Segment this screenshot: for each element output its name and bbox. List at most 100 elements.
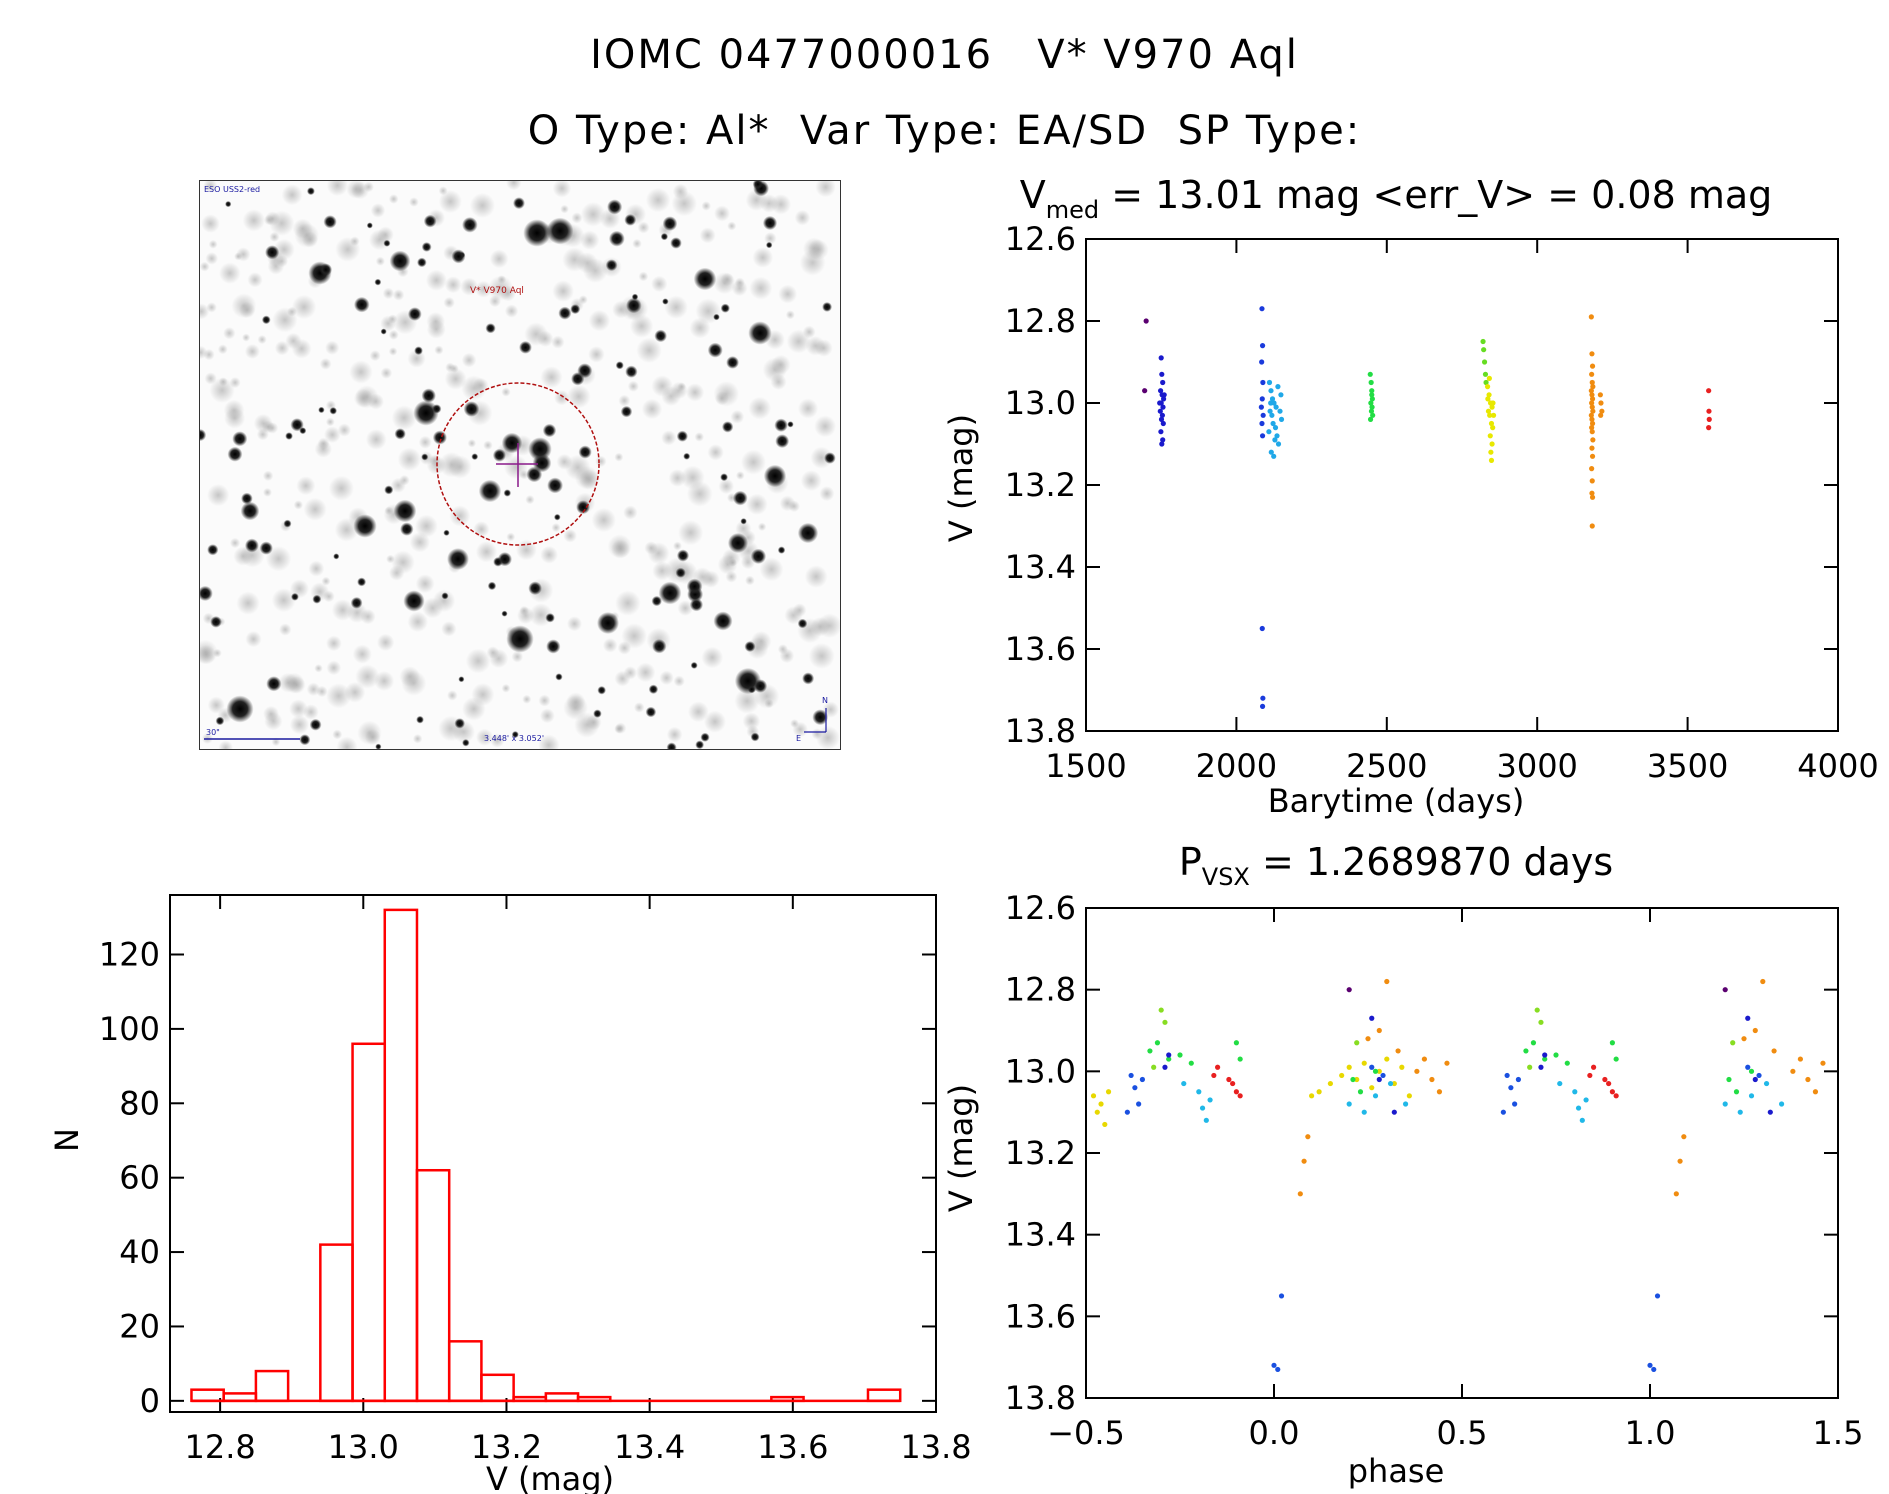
sky-noise-blob bbox=[323, 426, 341, 444]
sky-noise-blob bbox=[556, 453, 573, 470]
sky-stars bbox=[200, 181, 836, 749]
data-point-phase-blue bbox=[1504, 1072, 1510, 1079]
sky-star-faint bbox=[662, 216, 678, 231]
histogram-ytick-label: 100 bbox=[99, 1010, 160, 1048]
data-point-phase-cyan bbox=[1575, 1105, 1582, 1111]
sky-noise-blob bbox=[490, 733, 505, 748]
sky-noise-blob bbox=[810, 616, 830, 637]
data-point-phase-lime bbox=[1162, 1019, 1168, 1025]
sky-noise-blob bbox=[602, 638, 618, 653]
histogram-bar bbox=[415, 1168, 451, 1403]
data-point-season-5 bbox=[1589, 429, 1595, 435]
sky-star-faint bbox=[266, 676, 282, 692]
sky-noise-blob bbox=[207, 483, 230, 507]
sky-star-faint bbox=[787, 421, 794, 428]
data-point-phase-yellow bbox=[1316, 1089, 1322, 1095]
sky-noise-blob bbox=[497, 275, 507, 285]
data-point-phase-lime bbox=[1354, 1040, 1360, 1046]
sky-noise-blob bbox=[614, 670, 631, 687]
data-point-season-4b bbox=[1489, 441, 1495, 447]
data-point-phase-cyan bbox=[1737, 1109, 1743, 1115]
data-point-phase-orange bbox=[1805, 1076, 1811, 1083]
sky-noise-blob bbox=[661, 430, 677, 446]
phased-xtick-label: −0.5 bbox=[1047, 1414, 1125, 1452]
sky-star-faint bbox=[765, 241, 773, 249]
sky-noise-blob bbox=[678, 520, 704, 546]
data-point-phase-blue bbox=[1654, 1293, 1661, 1299]
sky-star-faint bbox=[350, 596, 363, 609]
sky-noise-blob bbox=[253, 413, 273, 433]
lightcurve-ytick-label: 13.6 bbox=[1005, 630, 1076, 668]
data-point-season-1 bbox=[1159, 412, 1166, 418]
phased-points bbox=[1090, 978, 1826, 1373]
data-point-season-2a bbox=[1259, 625, 1265, 632]
sky-noise-blob bbox=[432, 589, 456, 613]
data-point-phase-red bbox=[1211, 1072, 1217, 1079]
sky-noise-blob bbox=[434, 345, 444, 355]
sky-noise-blob bbox=[617, 641, 632, 655]
data-point-season-2b bbox=[1268, 400, 1274, 406]
data-point-season-6 bbox=[1706, 388, 1712, 394]
data-point-phase-green bbox=[1166, 1056, 1172, 1062]
sky-star bbox=[478, 479, 502, 503]
sky-noise-blob bbox=[637, 221, 650, 234]
data-point-season-5 bbox=[1589, 363, 1596, 369]
data-point-phase-yellow bbox=[1354, 1076, 1360, 1083]
sky-star-faint bbox=[232, 431, 248, 447]
sky-noise-blob bbox=[538, 734, 560, 749]
data-point-season-5 bbox=[1589, 445, 1595, 451]
sky-star-faint bbox=[511, 731, 519, 739]
sky-noise-blob bbox=[461, 352, 477, 368]
sky-star-faint bbox=[329, 407, 337, 415]
sky-noise-blob bbox=[511, 650, 524, 663]
sky-star-faint bbox=[375, 743, 382, 749]
data-point-season-1a bbox=[1143, 318, 1149, 324]
data-point-phase-orange bbox=[1812, 1089, 1819, 1095]
data-point-season-1 bbox=[1158, 429, 1164, 435]
data-point-season-2a bbox=[1259, 359, 1265, 365]
data-point-season-5 bbox=[1590, 437, 1596, 443]
data-point-phase-orange bbox=[1384, 978, 1390, 985]
sky-star bbox=[797, 522, 819, 544]
sky-noise-blob bbox=[285, 332, 302, 350]
sky-noise-blob bbox=[326, 635, 342, 652]
sky-star-faint bbox=[513, 197, 525, 210]
sky-star-faint bbox=[421, 388, 436, 403]
sky-star-faint bbox=[652, 639, 667, 654]
data-point-phase-green bbox=[1154, 1040, 1161, 1046]
sky-noise-blob bbox=[319, 358, 332, 370]
data-point-season-4a bbox=[1481, 347, 1487, 353]
data-point-phase-darkblue bbox=[1752, 1076, 1758, 1083]
sky-star-faint bbox=[471, 453, 479, 461]
sky-star-faint bbox=[462, 739, 470, 747]
sky-noise-blob bbox=[718, 478, 735, 495]
lightcurve-ytick-label: 13.0 bbox=[1005, 384, 1076, 422]
sky-noise-blob bbox=[814, 415, 837, 438]
sky-noise-blob bbox=[203, 181, 218, 193]
data-point-season-1 bbox=[1160, 437, 1166, 443]
sky-noise-blob bbox=[352, 644, 372, 664]
data-point-season-4a bbox=[1480, 338, 1486, 345]
data-point-season-5 bbox=[1589, 379, 1595, 386]
sky-noise-blob bbox=[412, 734, 423, 744]
sky-star-faint bbox=[384, 485, 394, 495]
sky-star-faint bbox=[675, 567, 686, 578]
histogram-bar bbox=[254, 1369, 290, 1403]
target-circle bbox=[436, 382, 600, 546]
sky-noise-blob bbox=[438, 186, 448, 196]
sky-noise-blob bbox=[770, 194, 792, 215]
sky-noise-blob bbox=[350, 236, 360, 247]
sky-noise-blob bbox=[506, 181, 522, 191]
data-point-season-2b bbox=[1274, 433, 1280, 439]
histogram-frame bbox=[169, 894, 937, 1413]
data-point-season-5 bbox=[1597, 392, 1603, 398]
sky-noise-blob bbox=[731, 280, 748, 297]
data-point-phase-green bbox=[1542, 1056, 1548, 1062]
data-point-phase-blue bbox=[1278, 1293, 1285, 1299]
data-point-season-5 bbox=[1589, 351, 1595, 357]
sky-noise-blob bbox=[388, 194, 399, 204]
data-point-phase-orange bbox=[1677, 1158, 1683, 1164]
sky-noise-blob bbox=[392, 289, 405, 301]
sky-star-faint bbox=[417, 257, 427, 268]
phased-frame bbox=[1085, 907, 1839, 1399]
